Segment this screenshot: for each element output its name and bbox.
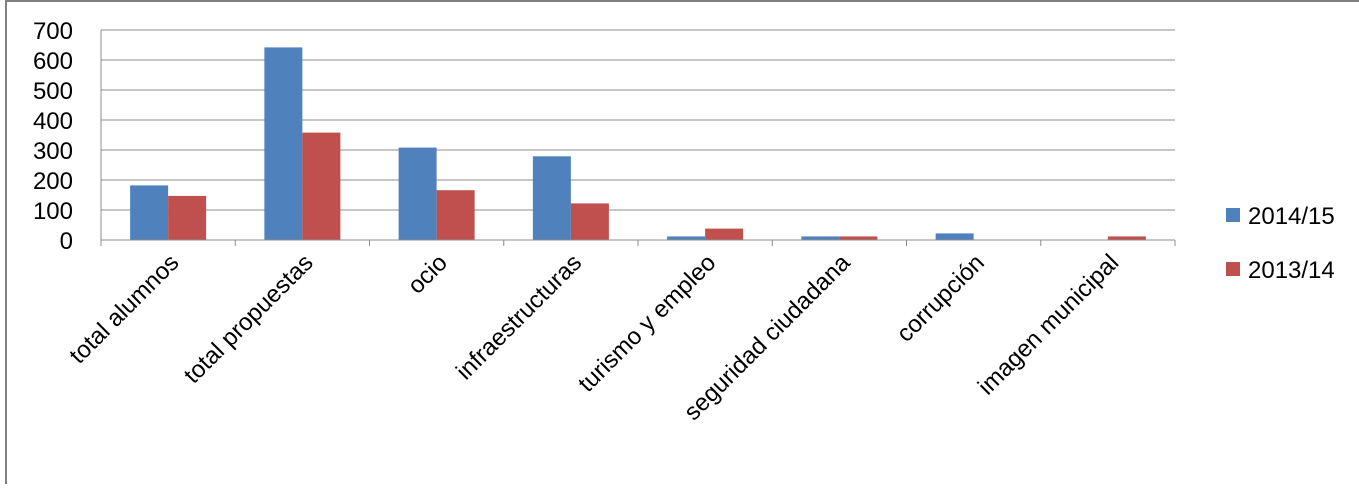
bar-2013-14-5	[839, 236, 878, 240]
bar-2013-14-0	[168, 195, 207, 240]
y-tick-label: 600	[33, 48, 73, 75]
gridlines	[101, 29, 1175, 211]
y-tick-label: 0	[60, 228, 73, 255]
y-tick-label: 500	[33, 78, 73, 105]
bar-2014-15-5	[801, 236, 840, 240]
y-tick-label: 700	[33, 18, 73, 45]
x-tick-label: total alumnos	[64, 249, 184, 369]
bars	[130, 47, 1146, 241]
x-tick-label: corrupción	[892, 249, 990, 347]
bar-2014-15-4	[667, 236, 706, 240]
bar-2013-14-1	[302, 132, 341, 240]
x-axis	[100, 30, 1176, 246]
legend: 2014/15 2013/14	[1226, 203, 1335, 284]
chart-frame	[5, 0, 1359, 484]
bar-2014-15-0	[130, 185, 169, 240]
bar-2014-15-1	[264, 47, 303, 241]
x-tick-label: infraestructuras	[451, 249, 587, 385]
legend-swatch	[1226, 262, 1240, 276]
y-tick-label: 100	[33, 198, 73, 225]
bar-2013-14-3	[570, 203, 609, 240]
x-tick-label: ocio	[403, 249, 453, 299]
legend-swatch	[1226, 208, 1240, 222]
legend-label: 2014/15	[1248, 203, 1335, 230]
y-tick-label: 300	[33, 138, 73, 165]
bar-2014-15-3	[532, 156, 571, 240]
x-tick-label: turismo y empleo	[573, 249, 721, 397]
x-tick-label: total propuestas	[179, 249, 319, 389]
bar-2013-14-2	[436, 190, 475, 240]
bar-2013-14-4	[705, 228, 744, 240]
bar-2014-15-6	[935, 233, 974, 240]
legend-label: 2013/14	[1248, 257, 1335, 284]
y-tick-label: 400	[33, 108, 73, 135]
bar-2013-14-7	[1107, 236, 1146, 240]
y-tick-label: 200	[33, 168, 73, 195]
y-axis-ticks: 0 100 200 300 400 500 600 700	[33, 18, 73, 255]
x-tick-label: imagen municipal	[973, 249, 1124, 400]
bar-2014-15-2	[398, 147, 437, 240]
